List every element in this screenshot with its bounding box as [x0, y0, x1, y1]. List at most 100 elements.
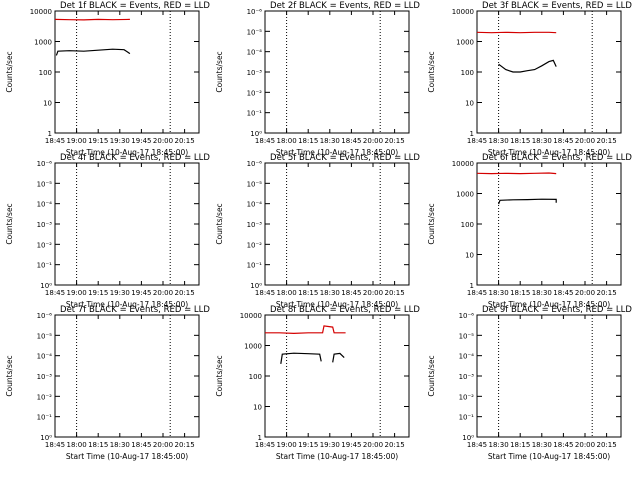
x-tick-label: 20:15 [175, 441, 195, 449]
chart-title: Det 8f BLACK = Events, RED = LLD [270, 305, 420, 315]
y-tick-label: 10000 [240, 312, 262, 320]
x-tick-label: 18:45 [553, 289, 573, 297]
x-tick-label: 18:45 [131, 441, 151, 449]
y-tick-label: 10⁻⁴ [37, 201, 53, 209]
x-tick-label: 18:15 [298, 289, 318, 297]
y-tick-label: 10⁻⁴ [459, 353, 475, 361]
y-tick-label: 10000 [452, 160, 474, 168]
x-tick-label: 18:15 [510, 289, 530, 297]
x-tick-label: 20:15 [597, 137, 617, 145]
y-tick-label: 10⁻² [37, 393, 53, 401]
x-tick-label: 20:15 [175, 137, 195, 145]
y-tick-label: 10 [465, 100, 474, 108]
x-tick-label: 18:30 [489, 441, 509, 449]
x-tick-label: 18:45 [45, 441, 65, 449]
y-tick-label: 1000 [456, 39, 474, 47]
y-axis-label: Counts/sec [215, 51, 224, 92]
x-tick-label: 18:00 [277, 289, 297, 297]
x-tick-label: 18:45 [255, 137, 275, 145]
x-tick-label: 19:45 [131, 289, 151, 297]
x-tick-label: 20:15 [597, 441, 617, 449]
chart-title: Det 5f BLACK = Events, RED = LLD [270, 153, 420, 163]
x-tick-label: 18:45 [467, 441, 487, 449]
x-tick-label: 20:00 [153, 137, 173, 145]
data-series-line [498, 59, 557, 73]
x-tick-label: 18:45 [255, 289, 275, 297]
y-tick-label: 10⁻¹ [37, 414, 53, 422]
y-tick-label: 10⁻⁶ [247, 160, 263, 168]
y-tick-label: 10 [43, 100, 52, 108]
x-tick-label: 18:30 [320, 137, 340, 145]
y-axis-label: Counts/sec [427, 203, 436, 244]
y-axis-label: Counts/sec [5, 203, 14, 244]
x-tick-label: 18:45 [553, 137, 573, 145]
x-axis-label: Start Time (10-Aug-17 18:45:00) [66, 148, 188, 157]
data-series-line [332, 352, 345, 363]
x-tick-label: 18:30 [320, 289, 340, 297]
data-series-line [498, 198, 557, 205]
x-tick-label: 18:15 [510, 137, 530, 145]
x-tick-label: 18:30 [532, 289, 552, 297]
y-tick-label: 10⁻⁵ [247, 180, 263, 188]
y-tick-label: 10⁻¹ [37, 262, 53, 270]
x-tick-label: 19:15 [88, 289, 108, 297]
y-tick-label: 10⁻⁶ [247, 8, 263, 16]
x-axis-label: Start Time (10-Aug-17 18:45:00) [66, 300, 188, 309]
y-tick-label: 10⁻¹ [247, 262, 263, 270]
y-tick-label: 10⁻⁵ [37, 180, 53, 188]
x-tick-label: 18:45 [467, 137, 487, 145]
y-tick-label: 1 [470, 130, 474, 138]
x-tick-label: 19:00 [67, 289, 87, 297]
y-tick-label: 10⁰ [462, 434, 474, 442]
y-tick-label: 10⁻² [247, 89, 263, 97]
y-tick-label: 1 [470, 282, 474, 290]
chart-title: Det 7f BLACK = Events, RED = LLD [60, 305, 210, 315]
x-tick-label: 19:30 [110, 289, 130, 297]
y-tick-label: 1 [258, 434, 262, 442]
x-tick-label: 20:00 [575, 441, 595, 449]
x-tick-label: 20:00 [575, 289, 595, 297]
y-tick-label: 10⁰ [40, 434, 52, 442]
x-tick-label: 18:30 [489, 289, 509, 297]
x-tick-label: 18:15 [88, 441, 108, 449]
y-tick-label: 10000 [30, 8, 52, 16]
y-tick-label: 10⁻⁶ [37, 160, 53, 168]
y-tick-label: 10⁰ [250, 130, 262, 138]
x-tick-label: 19:30 [320, 441, 340, 449]
x-tick-label: 18:45 [553, 441, 573, 449]
data-series-line [54, 18, 130, 21]
y-axis-label: Counts/sec [215, 203, 224, 244]
x-tick-label: 18:15 [510, 441, 530, 449]
x-tick-label: 18:15 [298, 137, 318, 145]
x-axis-label: Start Time (10-Aug-17 18:45:00) [488, 148, 610, 157]
y-tick-label: 10⁻³ [247, 69, 263, 77]
chart-title: Det 4f BLACK = Events, RED = LLD [60, 153, 210, 163]
y-tick-label: 10⁻⁵ [247, 28, 263, 36]
chart-title: Det 6f BLACK = Events, RED = LLD [482, 153, 632, 163]
data-series-line [280, 352, 322, 364]
x-axis-label: Start Time (10-Aug-17 18:45:00) [488, 300, 610, 309]
x-tick-label: 19:15 [298, 441, 318, 449]
x-tick-label: 18:45 [341, 137, 361, 145]
x-axis-label: Start Time (10-Aug-17 18:45:00) [276, 148, 398, 157]
x-tick-label: 20:15 [385, 289, 405, 297]
y-tick-label: 1000 [244, 343, 262, 351]
data-series-line [476, 172, 557, 175]
y-tick-label: 10⁻³ [247, 221, 263, 229]
y-tick-label: 10⁻³ [37, 373, 53, 381]
x-tick-label: 20:15 [385, 137, 405, 145]
y-tick-label: 10⁻⁴ [247, 201, 263, 209]
chart-title: Det 1f BLACK = Events, RED = LLD [60, 1, 210, 11]
y-tick-label: 1 [48, 130, 52, 138]
y-axis-label: Counts/sec [215, 355, 224, 396]
x-tick-label: 18:45 [255, 441, 275, 449]
x-tick-label: 18:30 [489, 137, 509, 145]
y-tick-label: 10⁰ [250, 282, 262, 290]
y-tick-label: 10⁻² [37, 241, 53, 249]
y-tick-label: 10⁻³ [37, 221, 53, 229]
y-tick-label: 10 [253, 404, 262, 412]
data-series-line [265, 325, 346, 335]
x-tick-label: 19:00 [277, 441, 297, 449]
y-axis-label: Counts/sec [5, 51, 14, 92]
